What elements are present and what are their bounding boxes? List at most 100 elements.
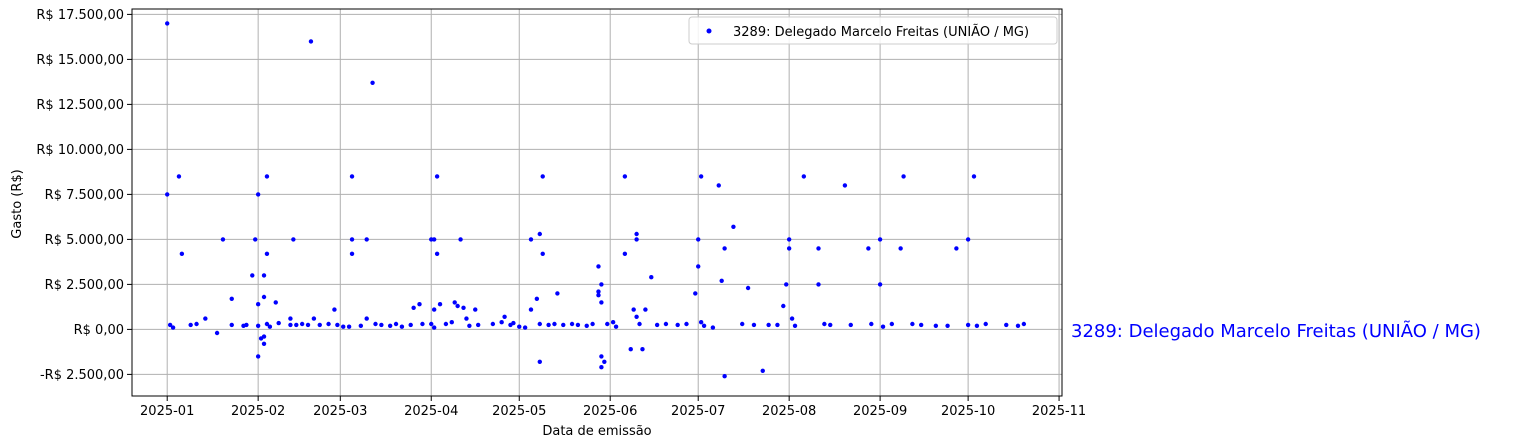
data-point [431, 237, 437, 242]
data-point [346, 324, 352, 329]
scatter-points [165, 21, 1027, 379]
data-point [722, 246, 727, 251]
data-point [458, 237, 463, 242]
data-point [288, 322, 293, 328]
data-point [294, 322, 299, 328]
data-point [1004, 322, 1009, 328]
data-point [203, 316, 208, 321]
data-point [408, 322, 413, 328]
data-point [675, 322, 680, 328]
x-tick-label: 2025-04 [404, 404, 458, 419]
data-point [1015, 323, 1021, 328]
data-point [341, 324, 346, 329]
data-point [792, 323, 798, 328]
data-point [291, 237, 296, 242]
data-point [244, 322, 249, 328]
data-point [816, 282, 821, 287]
x-tick-label: 2025-09 [853, 404, 907, 419]
data-point [971, 174, 977, 179]
data-point [537, 231, 542, 237]
data-point [965, 322, 971, 328]
data-point [945, 323, 950, 328]
data-point [522, 325, 528, 330]
data-point [540, 251, 545, 256]
data-point [789, 316, 795, 321]
data-point [534, 296, 540, 301]
data-point [255, 192, 261, 197]
data-point [901, 174, 906, 179]
data-point [599, 354, 604, 359]
data-point [373, 321, 378, 327]
data-point [431, 307, 437, 312]
data-point [326, 321, 331, 327]
data-point [786, 237, 792, 242]
y-tick-label: -R$ 2.500,00 [40, 368, 124, 383]
data-point [546, 322, 551, 328]
data-point [786, 246, 792, 251]
data-point [437, 302, 443, 307]
data-point [176, 174, 182, 179]
data-point [634, 231, 639, 237]
data-point [255, 323, 261, 328]
data-point [467, 323, 472, 328]
data-point [766, 322, 771, 328]
data-point [910, 321, 915, 327]
data-point [693, 291, 698, 296]
data-point [399, 324, 405, 329]
x-tick-label: 2025-05 [492, 404, 546, 419]
y-axis-ticks: -R$ 2.500,00 R$ 0,00 R$ 2.500,00 R$ 5.000,0… [36, 8, 132, 383]
data-point [640, 347, 645, 352]
data-point [631, 307, 636, 312]
data-point [165, 21, 170, 26]
data-point [511, 320, 516, 326]
data-point [643, 307, 648, 312]
legend-label: 3289: Delegado Marcelo Freitas (UNIÃO / … [733, 24, 1029, 40]
data-point [261, 273, 267, 278]
data-point [696, 264, 701, 269]
data-point [253, 237, 258, 242]
x-axis-ticks: 2025-01 2025-02 2025-03 2025-04 2025-05 2025-… [140, 396, 1086, 419]
data-point [599, 282, 604, 287]
data-point [288, 316, 293, 321]
data-point [731, 224, 736, 229]
data-point [434, 174, 440, 179]
data-point [305, 322, 311, 328]
data-point [393, 321, 399, 327]
data-point [167, 322, 173, 328]
data-point [842, 183, 848, 188]
legend: 3289: Delegado Marcelo Freitas (UNIÃO / … [688, 16, 1058, 45]
data-point [751, 322, 757, 328]
data-point [974, 323, 980, 328]
data-point [596, 289, 601, 294]
data-point [698, 174, 704, 179]
y-tick-label: R$ 0,00 [74, 323, 124, 338]
data-point [179, 251, 185, 256]
data-point [455, 303, 460, 309]
data-point [229, 296, 234, 301]
data-point [264, 251, 270, 256]
data-point [255, 302, 261, 307]
data-point [801, 174, 807, 179]
data-point [220, 237, 226, 242]
data-point [684, 321, 689, 327]
data-point [605, 321, 610, 327]
data-point [188, 322, 193, 328]
data-point [696, 237, 701, 242]
data-point [602, 359, 607, 364]
y-tick-label: R$ 15.000,00 [36, 53, 124, 68]
data-point [628, 347, 633, 352]
data-point [475, 322, 481, 328]
legend-marker [706, 28, 712, 34]
data-point [229, 322, 234, 328]
data-point [561, 322, 566, 328]
data-point [276, 320, 281, 326]
data-point [370, 80, 375, 86]
data-point [622, 251, 628, 256]
data-point [255, 354, 261, 359]
data-point [364, 316, 369, 321]
data-point [473, 307, 478, 312]
data-point [464, 316, 469, 321]
data-point [781, 303, 786, 309]
data-point [517, 324, 522, 329]
data-point [828, 322, 833, 328]
